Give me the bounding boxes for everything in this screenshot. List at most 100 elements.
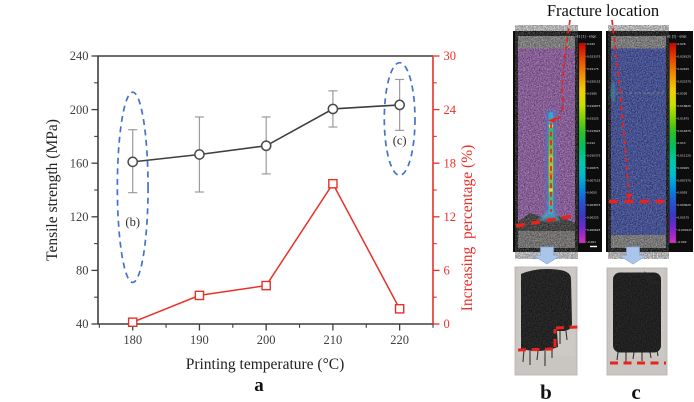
- colorbar-tick-label: 0.0205: [678, 92, 688, 96]
- dic-c-colorbar-ticks: 0.028 0.026125 0.02425 0.022375 0.0205 0.0186…: [675, 42, 693, 244]
- circle-marker: [127, 156, 139, 168]
- x-axis-title: Printing temperature (°C): [186, 356, 345, 373]
- colorbar-tick-label: 0.003875: [587, 203, 601, 207]
- right-tick-label: 12: [444, 210, 457, 224]
- dic-c-pointer-arrowhead-icon: [625, 193, 633, 200]
- dic-b-colorbar-ticks: 0.025 0.023375 0.02175 0.020125 0.0185 0.0168…: [585, 42, 601, 244]
- colorbar-tick-label: 0.003625: [678, 203, 692, 207]
- increasing-percentage-line: [132, 182, 401, 323]
- left-tick-label: 120: [70, 210, 89, 224]
- x-tick-label: 190: [190, 333, 209, 347]
- square-marker: [394, 304, 405, 314]
- dic-b-pointer-arrowhead-icon: [548, 117, 557, 123]
- colorbar-tick-label: 0.018625: [678, 104, 692, 108]
- colorbar-tick-label: 0.000625: [587, 228, 601, 232]
- colorbar-tick-label: -0.001: [587, 240, 596, 244]
- colorbar-tick-label: 0.01525: [587, 116, 599, 120]
- dic-strain-map-b: e1 [1] - engr. 0.025 0.023375 0.02175 0.020…: [513, 19, 602, 252]
- photo-b-label: b: [540, 380, 552, 402]
- colorbar-tick-label: 0.01675: [678, 116, 690, 120]
- square-marker: [194, 290, 205, 301]
- colorbar-tick-label: 0.020125: [587, 79, 601, 83]
- photo-b-specimen-texture: [521, 269, 572, 352]
- circle-marker: [327, 103, 339, 115]
- photo-c-fray: [616, 349, 659, 362]
- colorbar-tick-label: 0.0055: [587, 191, 597, 195]
- colorbar-tick-label: 0.013: [678, 141, 686, 145]
- dic-b-pointer-dash: [560, 19, 571, 115]
- photo-c-label: c: [631, 380, 640, 402]
- photo-b-fracture-line-low: [517, 347, 555, 352]
- right-tick-label: 30: [444, 49, 457, 63]
- colorbar-tick-label: -0.002: [678, 240, 687, 244]
- photo-b-fracture-line-high: [555, 325, 579, 330]
- dic-c-speckle-light: [611, 36, 666, 248]
- colorbar-tick-label: -0.000125: [678, 228, 693, 232]
- colorbar-tick-label: 0.026125: [678, 55, 692, 59]
- colorbar-tick-label: 0.028: [678, 42, 686, 46]
- x-tick-label: 210: [324, 333, 343, 347]
- colorbar-tick-label: 0.023375: [587, 55, 601, 59]
- colorbar-tick-label: 0.0055: [678, 191, 688, 195]
- square-marker: [328, 178, 338, 189]
- dic-b-fracture-line: [515, 214, 574, 228]
- left-tick-label: 200: [70, 103, 89, 117]
- colorbar-tick-label: 0.00175: [678, 215, 690, 219]
- annotation-label: (c): [393, 133, 407, 147]
- colorbar-tick-label: 0.016875: [587, 104, 601, 108]
- colorbar-tick-label: 0.025: [587, 42, 595, 46]
- left-tick-label: 240: [70, 49, 89, 63]
- colorbar-tick-label: 0.014875: [678, 129, 692, 133]
- left-tick-label: 160: [70, 156, 89, 170]
- highlight-ellipse: [383, 61, 416, 177]
- x-tick-label: 200: [257, 333, 276, 347]
- circle-marker: [260, 140, 272, 152]
- circle-marker: [394, 99, 405, 111]
- photo-c-specimen-texture: [613, 272, 661, 353]
- square-marker: [127, 317, 138, 328]
- right-tick-label: 0: [444, 317, 450, 331]
- circle-marker: [194, 149, 205, 160]
- dic-c-strain-spot: [610, 82, 616, 102]
- panel-a-label: a: [254, 375, 264, 396]
- chart-panel-a: 40 80 120 160 200 240 0 6 12 18 24 30 180 190 200 210 22…: [70, 49, 457, 347]
- right-axis-title: Increasing percentage (%): [459, 145, 476, 312]
- colorbar-tick-label: 0.022375: [678, 79, 692, 83]
- x-tick-label: 220: [390, 333, 409, 347]
- colorbar-tick-label: 0.00925: [678, 166, 690, 170]
- colorbar-tick-label: 0.00875: [587, 166, 599, 170]
- error-bars: [128, 78, 405, 194]
- colorbar-tick-label: 0.012: [587, 141, 595, 145]
- colorbar-tick-label: 0.0185: [587, 92, 597, 96]
- x-tick-label: 180: [123, 333, 142, 347]
- fracture-photo-c: [606, 267, 668, 376]
- right-tick-label: 18: [444, 156, 457, 170]
- down-arrow-c-icon: [618, 246, 648, 265]
- left-tick-label: 80: [76, 264, 89, 278]
- down-arrow-b-icon: [532, 246, 562, 265]
- dic-c-colorbar-header: e1 [1] - engr.: [667, 35, 687, 39]
- colorbar-tick-label: 0.013625: [587, 129, 601, 133]
- annotation-label: (b): [125, 215, 140, 229]
- colorbar-tick-label: 0.02425: [678, 67, 690, 71]
- colorbar-tick-label: 0.007125: [587, 178, 601, 182]
- fracture-photo-b: [514, 266, 579, 376]
- square-marker: [261, 280, 271, 291]
- dic-b-colorbar-header: e1 [1] - engr.: [577, 35, 597, 39]
- right-tick-label: 6: [444, 264, 450, 278]
- dic-strain-map-c: e1 [1] - engr. 0.028 0.026125 0.02425 0.022…: [606, 19, 693, 252]
- colorbar-tick-label: 0.011125: [678, 154, 692, 158]
- right-tick-label: 24: [444, 103, 457, 117]
- colorbar-tick-label: 0.010375: [587, 154, 601, 158]
- left-tick-label: 40: [76, 317, 89, 331]
- left-axis-title: Tensile strength (MPa): [44, 119, 61, 261]
- dic-c-colorbar: e1 [1] - engr. 0.028 0.026125 0.02425 0.022…: [667, 35, 692, 245]
- colorbar-tick-label: 0.00225: [587, 215, 599, 219]
- dic-b-colorbar: e1 [1] - engr. 0.025 0.023375 0.02175 0.020…: [577, 35, 601, 245]
- colorbar-tick-label: 0.007375: [678, 178, 692, 182]
- colorbar-tick-label: 0.02175: [587, 67, 599, 71]
- dic-b-pointer-elbow: [551, 116, 562, 121]
- fracture-location-title: Fracture location: [547, 1, 659, 20]
